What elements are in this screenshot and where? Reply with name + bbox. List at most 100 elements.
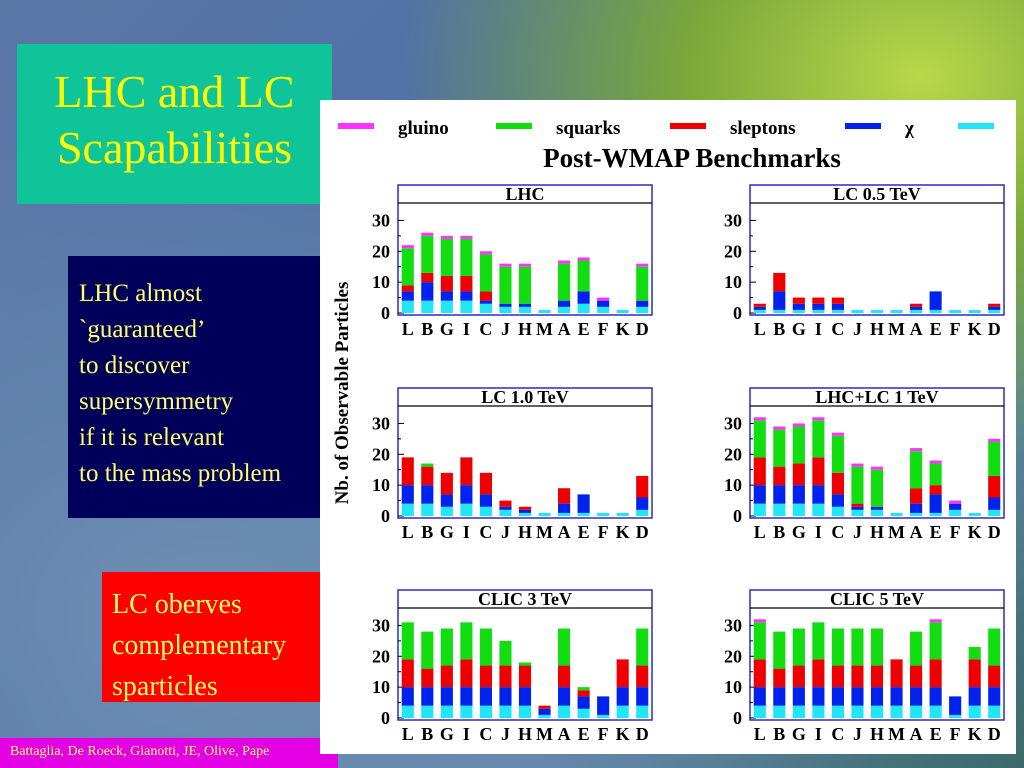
x-tick-label: G [440, 724, 454, 744]
bar-C-χ [831, 687, 844, 706]
bar-F-χ [597, 696, 610, 715]
bar-I-squarks [460, 238, 473, 276]
benchmark-figure: gluino squarks sleptons χ H Post-WMAP Benchm… [320, 100, 1016, 754]
x-tick-label: A [558, 319, 571, 339]
credit-box: Battaglia, De Roeck, Gianotti, JE, Olive… [0, 738, 338, 768]
bar-J-H [499, 306, 512, 313]
bar-D-squarks [988, 441, 1001, 476]
bar-G-gluino [440, 235, 453, 239]
y-tick-label: 10 [724, 272, 742, 292]
x-tick-label: J [501, 724, 510, 744]
x-tick-label: I [463, 724, 470, 744]
bar-L-gluino [401, 245, 414, 249]
bar-J-squarks [851, 628, 864, 666]
x-tick-label: E [578, 724, 590, 744]
bar-C-χ [479, 300, 492, 304]
x-tick-label: K [616, 724, 630, 744]
bar-D-χ [988, 497, 1001, 510]
bar-C-sleptons [831, 665, 844, 688]
lhc-note-line-1: LHC almost [79, 280, 202, 307]
x-tick-label: G [792, 522, 806, 542]
bar-G-χ [440, 494, 453, 507]
lhc-note-line-2: `guaranteed’ [79, 316, 206, 343]
y-tick-label: 20 [372, 444, 390, 464]
bar-L-H [401, 300, 414, 313]
bar-B-H [421, 300, 434, 313]
bar-K-H [968, 705, 981, 718]
x-tick-label: L [754, 319, 766, 339]
bar-B-squarks [421, 631, 434, 669]
bar-M-H [890, 512, 903, 516]
bar-C-H [831, 705, 844, 718]
bar-H-H [518, 705, 532, 718]
bar-E-squarks [577, 260, 590, 292]
panel-title: LHC+LC 1 TeV [815, 387, 938, 407]
bar-J-gluino [851, 463, 864, 467]
x-tick-label: I [815, 319, 822, 339]
bar-I-sleptons [460, 275, 473, 292]
bar-J-χ [851, 506, 864, 510]
bar-E-χ [929, 291, 942, 310]
panel-2: LC 0.5 TeV 0 10 20 30 L B G I C J H M A E F K D [724, 184, 1005, 339]
bar-B-gluino [773, 426, 786, 430]
bar-G-squarks [792, 426, 805, 464]
bar-D-H [636, 509, 649, 516]
bar-J-H [499, 705, 512, 718]
bar-C-squarks [479, 628, 492, 666]
bar-A-H [910, 309, 923, 313]
y-tick-label: 0 [733, 303, 742, 323]
bar-K-H [616, 705, 629, 718]
x-tick-label: K [968, 522, 982, 542]
bar-I-χ [812, 687, 825, 706]
x-tick-label: M [888, 724, 905, 744]
bar-H-squarks [518, 662, 532, 666]
bar-K-H [616, 512, 629, 516]
title-line-2: Scapabilities [56, 122, 293, 173]
credit-text: Battaglia, De Roeck, Gianotti, JE, Olive… [10, 744, 270, 759]
x-tick-label: A [910, 319, 923, 339]
bar-B-χ [421, 282, 434, 301]
bar-L-H [753, 503, 766, 516]
x-tick-label: M [536, 522, 553, 542]
bar-L-sleptons [753, 659, 766, 688]
bar-A-H [558, 512, 571, 516]
bar-D-sleptons [636, 665, 649, 688]
x-tick-label: D [988, 522, 1001, 542]
x-tick-label: C [479, 724, 492, 744]
bar-J-squarks [499, 640, 512, 666]
x-tick-label: D [636, 724, 649, 744]
legend-swatch-5 [958, 123, 994, 129]
bar-G-H [440, 300, 453, 313]
bar-H-squarks [518, 266, 532, 304]
bar-G-H [792, 503, 805, 516]
bar-B-sleptons [421, 466, 434, 486]
bar-E-H [929, 309, 942, 313]
bar-I-gluino [460, 235, 473, 239]
bar-J-H [851, 309, 864, 313]
bar-H-χ [870, 506, 884, 510]
lhc-note-box: LHC almost `guaranteed’ to discover supe… [68, 256, 330, 518]
bar-L-gluino [753, 417, 766, 421]
bar-K-χ [968, 687, 981, 706]
bar-M-sleptons [538, 705, 551, 709]
x-tick-label: J [853, 522, 862, 542]
bar-A-χ [558, 687, 571, 706]
bar-L-H [753, 705, 766, 718]
bar-D-sleptons [988, 665, 1001, 688]
bar-L-sleptons [401, 285, 414, 292]
bar-K-sleptons [616, 659, 629, 688]
bar-D-χ [988, 687, 1001, 706]
bar-A-sleptons [558, 488, 571, 504]
bar-B-χ [421, 687, 434, 706]
bar-H-H [870, 509, 884, 516]
y-tick-label: 10 [372, 677, 390, 697]
x-tick-label: C [831, 522, 844, 542]
bar-C-squarks [831, 628, 844, 666]
bar-J-χ [499, 687, 512, 706]
x-tick-label: J [853, 724, 862, 744]
x-tick-label: H [870, 522, 884, 542]
y-tick-label: 10 [724, 677, 742, 697]
x-tick-label: G [440, 522, 454, 542]
bar-E-H [929, 705, 942, 718]
bar-E-χ [577, 696, 590, 709]
